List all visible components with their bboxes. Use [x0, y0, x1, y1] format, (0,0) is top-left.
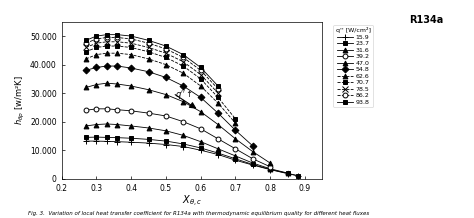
Text: $q''$$\uparrow$: $q''$$\uparrow$ — [174, 89, 193, 101]
Legend: 15.9, 23.7, 31.6, 39.2, 47.0, 54.8, 62.6, 70.7, 78.5, 86.2, 93.8: 15.9, 23.7, 31.6, 39.2, 47.0, 54.8, 62.6… — [333, 25, 373, 107]
X-axis label: $X_{\theta,c}$: $X_{\theta,c}$ — [182, 194, 202, 209]
Text: Fig. 3.  Variation of local heat transfer coefficient for R134a with thermodynam: Fig. 3. Variation of local heat transfer… — [28, 211, 370, 216]
Text: R134a: R134a — [410, 15, 444, 25]
Y-axis label: $h_{\theta p}$ [w/m²K]: $h_{\theta p}$ [w/m²K] — [14, 75, 27, 125]
